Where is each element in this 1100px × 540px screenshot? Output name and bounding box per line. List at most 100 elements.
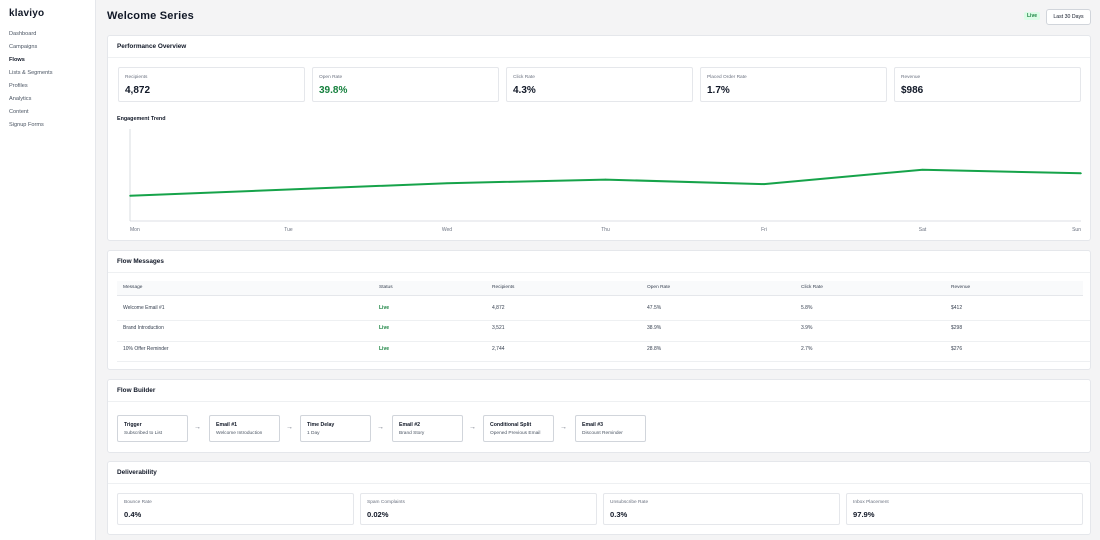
flow-node-subtitle: Discount Reminder bbox=[582, 431, 623, 436]
status-badge: Live bbox=[1024, 12, 1041, 20]
flow-node-email-3[interactable]: Email #3 Discount Reminder bbox=[575, 415, 646, 442]
flow-node-title: Email #1 bbox=[216, 422, 238, 428]
metric-label: Open Rate bbox=[319, 75, 343, 80]
card-header: Flow Messages bbox=[108, 251, 1090, 273]
flow-node-email-2[interactable]: Email #2 Brand Story bbox=[392, 415, 463, 442]
metric-label: Spam Complaints bbox=[367, 500, 405, 505]
x-tick-label: Sun bbox=[1072, 227, 1081, 233]
metric-value: 0.02% bbox=[367, 510, 389, 519]
deliverability-metric-inbox-placement: Inbox Placement 97.9% bbox=[846, 493, 1083, 525]
card-header: Performance Overview bbox=[108, 36, 1090, 58]
metric-revenue: Revenue $986 bbox=[894, 67, 1081, 102]
row-divider bbox=[117, 361, 1090, 362]
metric-value: 1.7% bbox=[707, 85, 730, 96]
flow-node-trigger[interactable]: Trigger Subscribed to List bbox=[117, 415, 188, 442]
flow-node-subtitle: Opened Previous Email bbox=[490, 431, 541, 436]
performance-overview-card: Performance Overview Recipients 4,872 Op… bbox=[107, 35, 1091, 241]
message-open-rate: 38.9% bbox=[647, 325, 662, 331]
message-revenue: $276 bbox=[951, 346, 963, 352]
x-tick-label: Sat bbox=[919, 227, 927, 233]
metric-click-rate: Click Rate 4.3% bbox=[506, 67, 693, 102]
flow-node-subtitle: Subscribed to List bbox=[124, 431, 163, 436]
data-point-tue bbox=[287, 188, 290, 191]
message-revenue: $412 bbox=[951, 305, 963, 311]
sidebar-item-signup-forms[interactable]: Signup Forms bbox=[9, 122, 44, 128]
deliverability-metric-spam-complaints: Spam Complaints 0.02% bbox=[360, 493, 597, 525]
app-logo[interactable]: klaviyo bbox=[9, 8, 45, 19]
column-header-open-rate[interactable]: Open Rate bbox=[647, 285, 671, 290]
column-header-recipients[interactable]: Recipients bbox=[492, 285, 515, 290]
metric-placed-order-rate: Placed Order Rate 1.7% bbox=[700, 67, 887, 102]
column-header-message[interactable]: Message bbox=[123, 285, 143, 290]
card-header: Deliverability bbox=[108, 462, 1090, 484]
flow-node-subtitle: Brand Story bbox=[399, 431, 425, 436]
message-name[interactable]: Brand Introduction bbox=[123, 325, 164, 331]
metric-open-rate: Open Rate 39.8% bbox=[312, 67, 499, 102]
metric-label: Placed Order Rate bbox=[707, 75, 747, 80]
card-header: Flow Builder bbox=[108, 380, 1090, 402]
message-recipients: 3,521 bbox=[492, 325, 505, 331]
flow-node-title: Conditional Split bbox=[490, 422, 532, 428]
column-header-click-rate[interactable]: Click Rate bbox=[801, 285, 823, 290]
deliverability-metric-bounce-rate: Bounce Rate 0.4% bbox=[117, 493, 354, 525]
sidebar-item-content[interactable]: Content bbox=[9, 109, 29, 115]
date-range-button[interactable]: Last 30 Days bbox=[1046, 9, 1091, 25]
series-line-0 bbox=[129, 168, 1082, 197]
message-open-rate: 28.8% bbox=[647, 346, 662, 352]
flow-node-subtitle: Welcome Introduction bbox=[216, 431, 263, 436]
arrow-right-icon: → bbox=[194, 424, 201, 431]
data-point-fri bbox=[763, 183, 765, 185]
flow-node-title: Time Delay bbox=[307, 422, 335, 428]
sidebar-item-dashboard[interactable]: Dashboard bbox=[9, 31, 37, 37]
x-tick-label: Fri bbox=[761, 227, 767, 233]
card-title: Deliverability bbox=[117, 469, 157, 476]
metric-label: Bounce Rate bbox=[124, 500, 152, 505]
data-point-sat bbox=[921, 168, 924, 171]
message-status: Live bbox=[379, 325, 390, 331]
metric-value: 4.3% bbox=[513, 85, 536, 96]
flow-node-conditional-split[interactable]: Conditional Split Opened Previous Email bbox=[483, 415, 554, 442]
message-recipients: 4,872 bbox=[492, 305, 505, 311]
metric-value: $986 bbox=[901, 85, 924, 96]
card-title: Flow Messages bbox=[117, 258, 164, 265]
flow-node-subtitle: 1 Day bbox=[307, 431, 320, 436]
arrow-right-icon: → bbox=[377, 424, 384, 431]
sidebar-item-profiles[interactable]: Profiles bbox=[9, 83, 28, 89]
flow-node-title: Email #3 bbox=[582, 422, 604, 428]
message-recipients: 2,744 bbox=[492, 346, 505, 352]
metric-label: Unsubscribe Rate bbox=[610, 500, 649, 505]
engagement-trend-chart: Mon Tue Wed Thu Fri Sat Sun bbox=[129, 129, 1082, 233]
message-click-rate: 5.8% bbox=[801, 305, 813, 311]
data-point-wed bbox=[446, 182, 448, 184]
x-tick-label: Tue bbox=[284, 227, 293, 233]
sidebar-item-lists-segments[interactable]: Lists & Segments bbox=[9, 70, 53, 76]
message-name[interactable]: Welcome Email #1 bbox=[123, 305, 165, 311]
x-tick-label: Thu bbox=[601, 227, 610, 233]
table-header-row bbox=[117, 281, 1083, 296]
metric-label: Inbox Placement bbox=[853, 500, 889, 505]
data-point-sun bbox=[1080, 172, 1082, 175]
flow-node-title: Email #2 bbox=[399, 422, 421, 428]
flow-node-email-1[interactable]: Email #1 Welcome Introduction bbox=[209, 415, 280, 442]
metric-value: 4,872 bbox=[125, 85, 151, 96]
message-click-rate: 2.7% bbox=[801, 346, 813, 352]
sidebar-item-flows[interactable]: Flows bbox=[9, 57, 25, 63]
flow-builder-card: Flow Builder Trigger Subscribed to List … bbox=[107, 379, 1091, 453]
deliverability-metric-unsubscribe-rate: Unsubscribe Rate 0.3% bbox=[603, 493, 840, 525]
sidebar: klaviyo Dashboard Campaigns Flows Lists … bbox=[0, 0, 96, 540]
flow-node-title: Trigger bbox=[124, 422, 142, 428]
column-header-status[interactable]: Status bbox=[379, 285, 393, 290]
arrow-right-icon: → bbox=[560, 424, 567, 431]
message-name[interactable]: 10% Offer Reminder bbox=[123, 346, 169, 352]
flow-node-time-delay[interactable]: Time Delay 1 Day bbox=[300, 415, 371, 442]
metric-label: Revenue bbox=[901, 75, 921, 80]
row-divider bbox=[117, 320, 1090, 321]
metric-value: 0.3% bbox=[610, 510, 628, 519]
sidebar-item-analytics[interactable]: Analytics bbox=[9, 96, 32, 102]
deliverability-card: Deliverability Bounce Rate 0.4% Spam Com… bbox=[107, 461, 1091, 535]
message-open-rate: 47.5% bbox=[647, 305, 662, 311]
column-header-revenue[interactable]: Revenue bbox=[951, 285, 971, 290]
metric-label: Recipients bbox=[125, 75, 148, 80]
data-point-mon bbox=[129, 195, 131, 197]
sidebar-item-campaigns[interactable]: Campaigns bbox=[9, 44, 38, 50]
